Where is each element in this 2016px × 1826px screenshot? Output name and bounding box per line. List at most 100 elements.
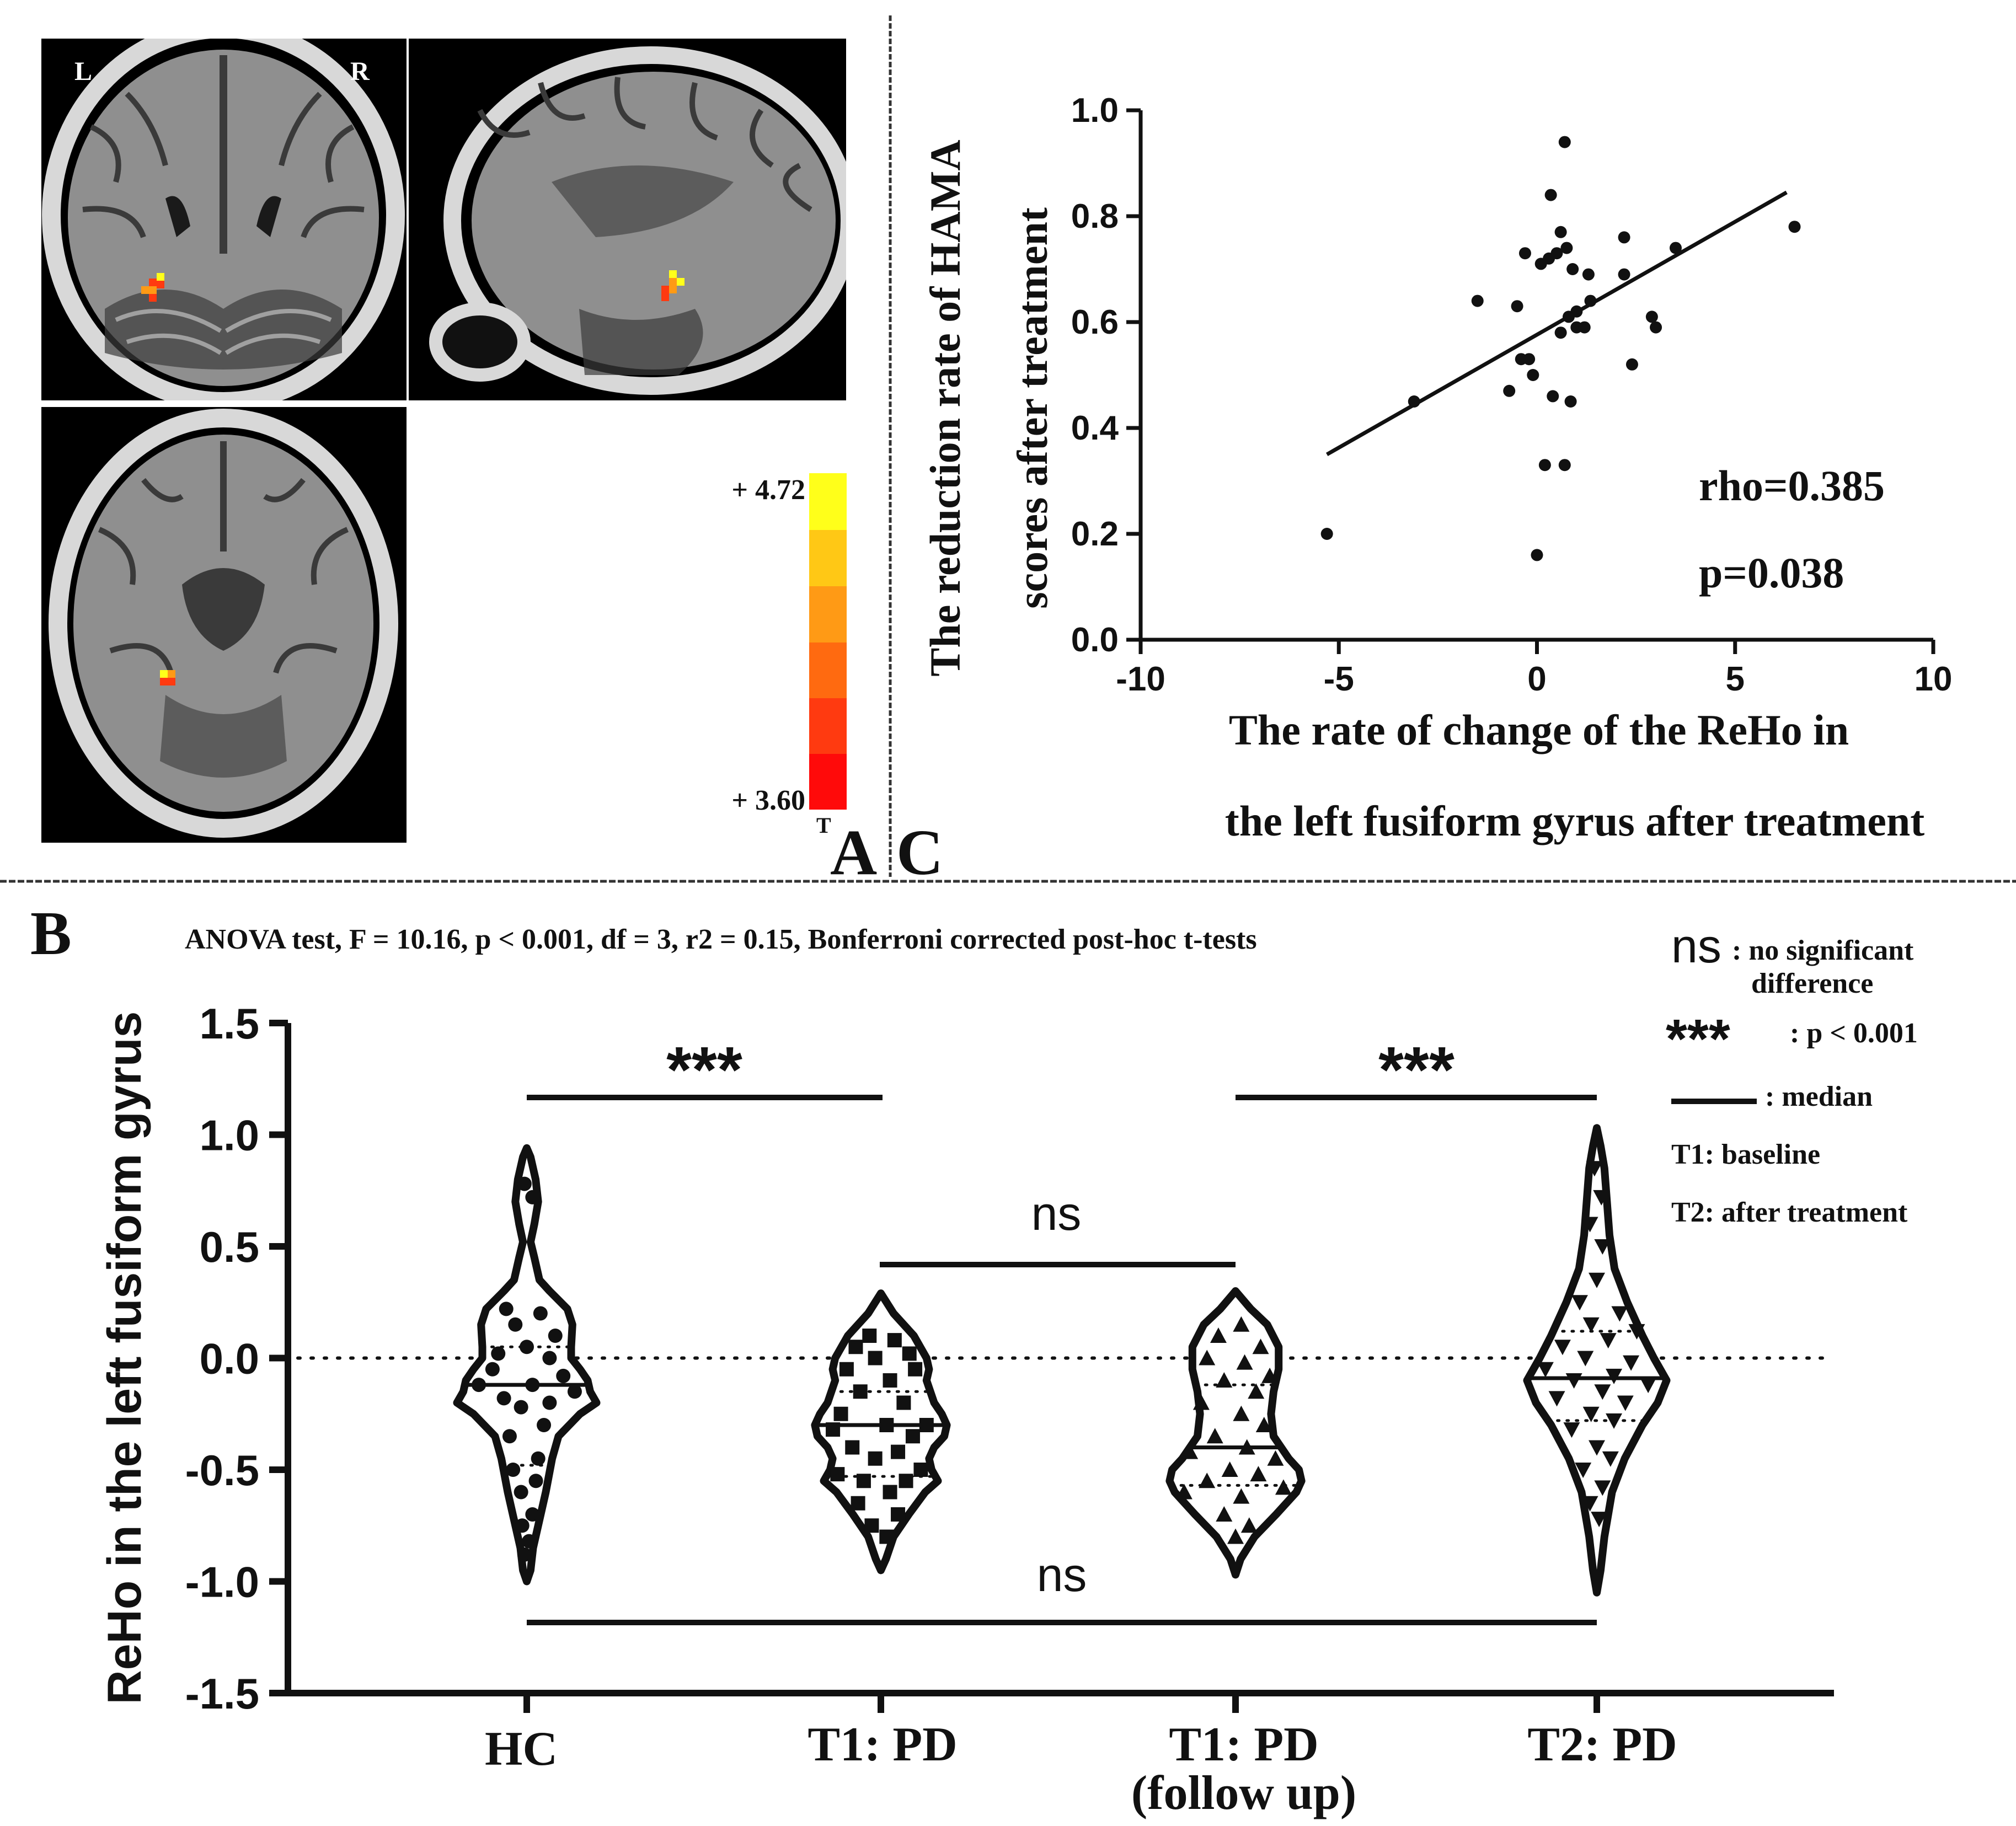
violin-point [1606,1368,1623,1384]
group-label-t1f-line1: T1: PD [1169,1718,1318,1771]
violin-point [826,1422,841,1437]
violin-point [1606,1413,1623,1429]
violin-point [853,1384,868,1399]
scatter-point [1471,294,1484,307]
violin-group [1165,1287,1306,1579]
scatter-point [1582,268,1595,281]
violin-point [891,1507,906,1522]
violin-point [1199,1472,1216,1488]
sig-stars-t1f-t2: *** [1378,1034,1454,1106]
scatter-xlabel-line2: the left fusiform gyrus after treatment [1225,797,1925,845]
sig-ns-hc-t2: ns [1037,1549,1087,1602]
violin-point [851,1496,865,1511]
violin-point [883,1485,897,1500]
violin-point [919,1418,934,1432]
violin-point [515,1518,530,1533]
violin-point [517,1176,532,1191]
violin-point [1267,1450,1284,1466]
violin-point [868,1451,883,1466]
legend-stars-text: : p < 0.001 [1790,1018,1918,1049]
scatter-xtick-label: -5 [1324,660,1354,698]
scatter-xtick-label: 0 [1527,660,1546,698]
violin-point [542,1351,557,1366]
violin-point [1582,1406,1600,1422]
violin-point [1206,1428,1223,1444]
violin-point [499,1302,514,1316]
violin-point [1227,1528,1244,1544]
legend-t2-text: T2: after treatment [1671,1197,1908,1228]
violin-ytick-label: 0.5 [200,1223,259,1271]
sig-ns-t1-t1f: ns [1031,1187,1082,1240]
rho-text: rho=0.385 [1699,462,1885,510]
scatter-point [1523,353,1536,366]
violin-point [1216,1506,1233,1522]
violin-point [1252,1338,1269,1354]
violin-point [525,1507,540,1522]
scatter-ytick-label: 0.2 [1071,515,1119,553]
violin-point [1594,1384,1611,1400]
scatter-point [1527,369,1539,381]
violin-point [485,1362,500,1377]
violin-point [1193,1394,1210,1410]
violin-point [1238,1439,1255,1455]
orientation-left: L [74,57,92,86]
violin-point [905,1429,920,1444]
violin-point [887,1333,902,1348]
violin-point [1623,1355,1640,1371]
scatter-point [1566,263,1579,275]
violin-point [1611,1306,1628,1322]
scatter-point [1554,226,1567,238]
violin-point [1600,1333,1617,1349]
violin-point [1577,1351,1594,1367]
colorbar [809,473,847,810]
scatter-point [1618,268,1630,281]
violin-point [1181,1443,1199,1459]
violin-point [1255,1417,1272,1432]
violin-ylabel: ReHo in the left fusiform gyrus [98,1011,151,1705]
violin-point [848,1340,863,1354]
scatter-point [1538,459,1551,472]
violin-point [496,1391,511,1406]
violin-point [1582,1317,1600,1333]
violin-group [1523,1124,1671,1597]
violin-point [899,1474,913,1488]
violin-point [879,1418,894,1432]
violin-point [1586,1161,1603,1177]
violin-point [1221,1461,1238,1477]
group-label-t2: T2: PD [1527,1718,1677,1771]
violin-point [864,1518,879,1533]
violin-point [1233,1405,1250,1421]
violin-ytick-label: 1.0 [200,1111,259,1160]
violin-point [567,1384,582,1399]
scatter-xtick-label: 10 [1915,660,1953,698]
violin-point [1275,1479,1292,1495]
violin-point [1617,1395,1634,1411]
violin-shape [1523,1124,1671,1597]
violin-point [1581,1496,1598,1512]
violin-point [502,1429,517,1444]
violin-ytick-label: 0.0 [200,1335,259,1383]
scatter-point [1511,300,1523,313]
scatter-xtick-label: -10 [1116,660,1165,698]
violin-point [537,1418,552,1432]
violin-point [1175,1484,1193,1500]
colorbar-unit-label: T [816,813,831,838]
scatter-point [1558,459,1571,472]
scatter-point [1645,310,1658,323]
scatter-point [1320,528,1333,540]
violin-point [1233,1316,1250,1332]
scatter-ytick-label: 0.4 [1071,409,1119,447]
panel-a-label: A [830,816,877,888]
scatter-xtick-label: 5 [1726,660,1745,698]
scatter-ytick-label: 0.6 [1071,303,1119,341]
violin-group [453,1144,601,1586]
violin-point [1537,1362,1554,1378]
violin-point [908,1362,923,1377]
legend-ns-text-2: difference [1751,968,1873,999]
violin-point [891,1444,906,1459]
violin-point [514,1400,528,1415]
violin-point [1233,1488,1250,1504]
panel-c: C -10 -5 0 5 10 0.0 0.2 0.4 0.6 0.8 1.0 The rate … [896,92,1952,888]
scatter-point [1554,326,1567,339]
